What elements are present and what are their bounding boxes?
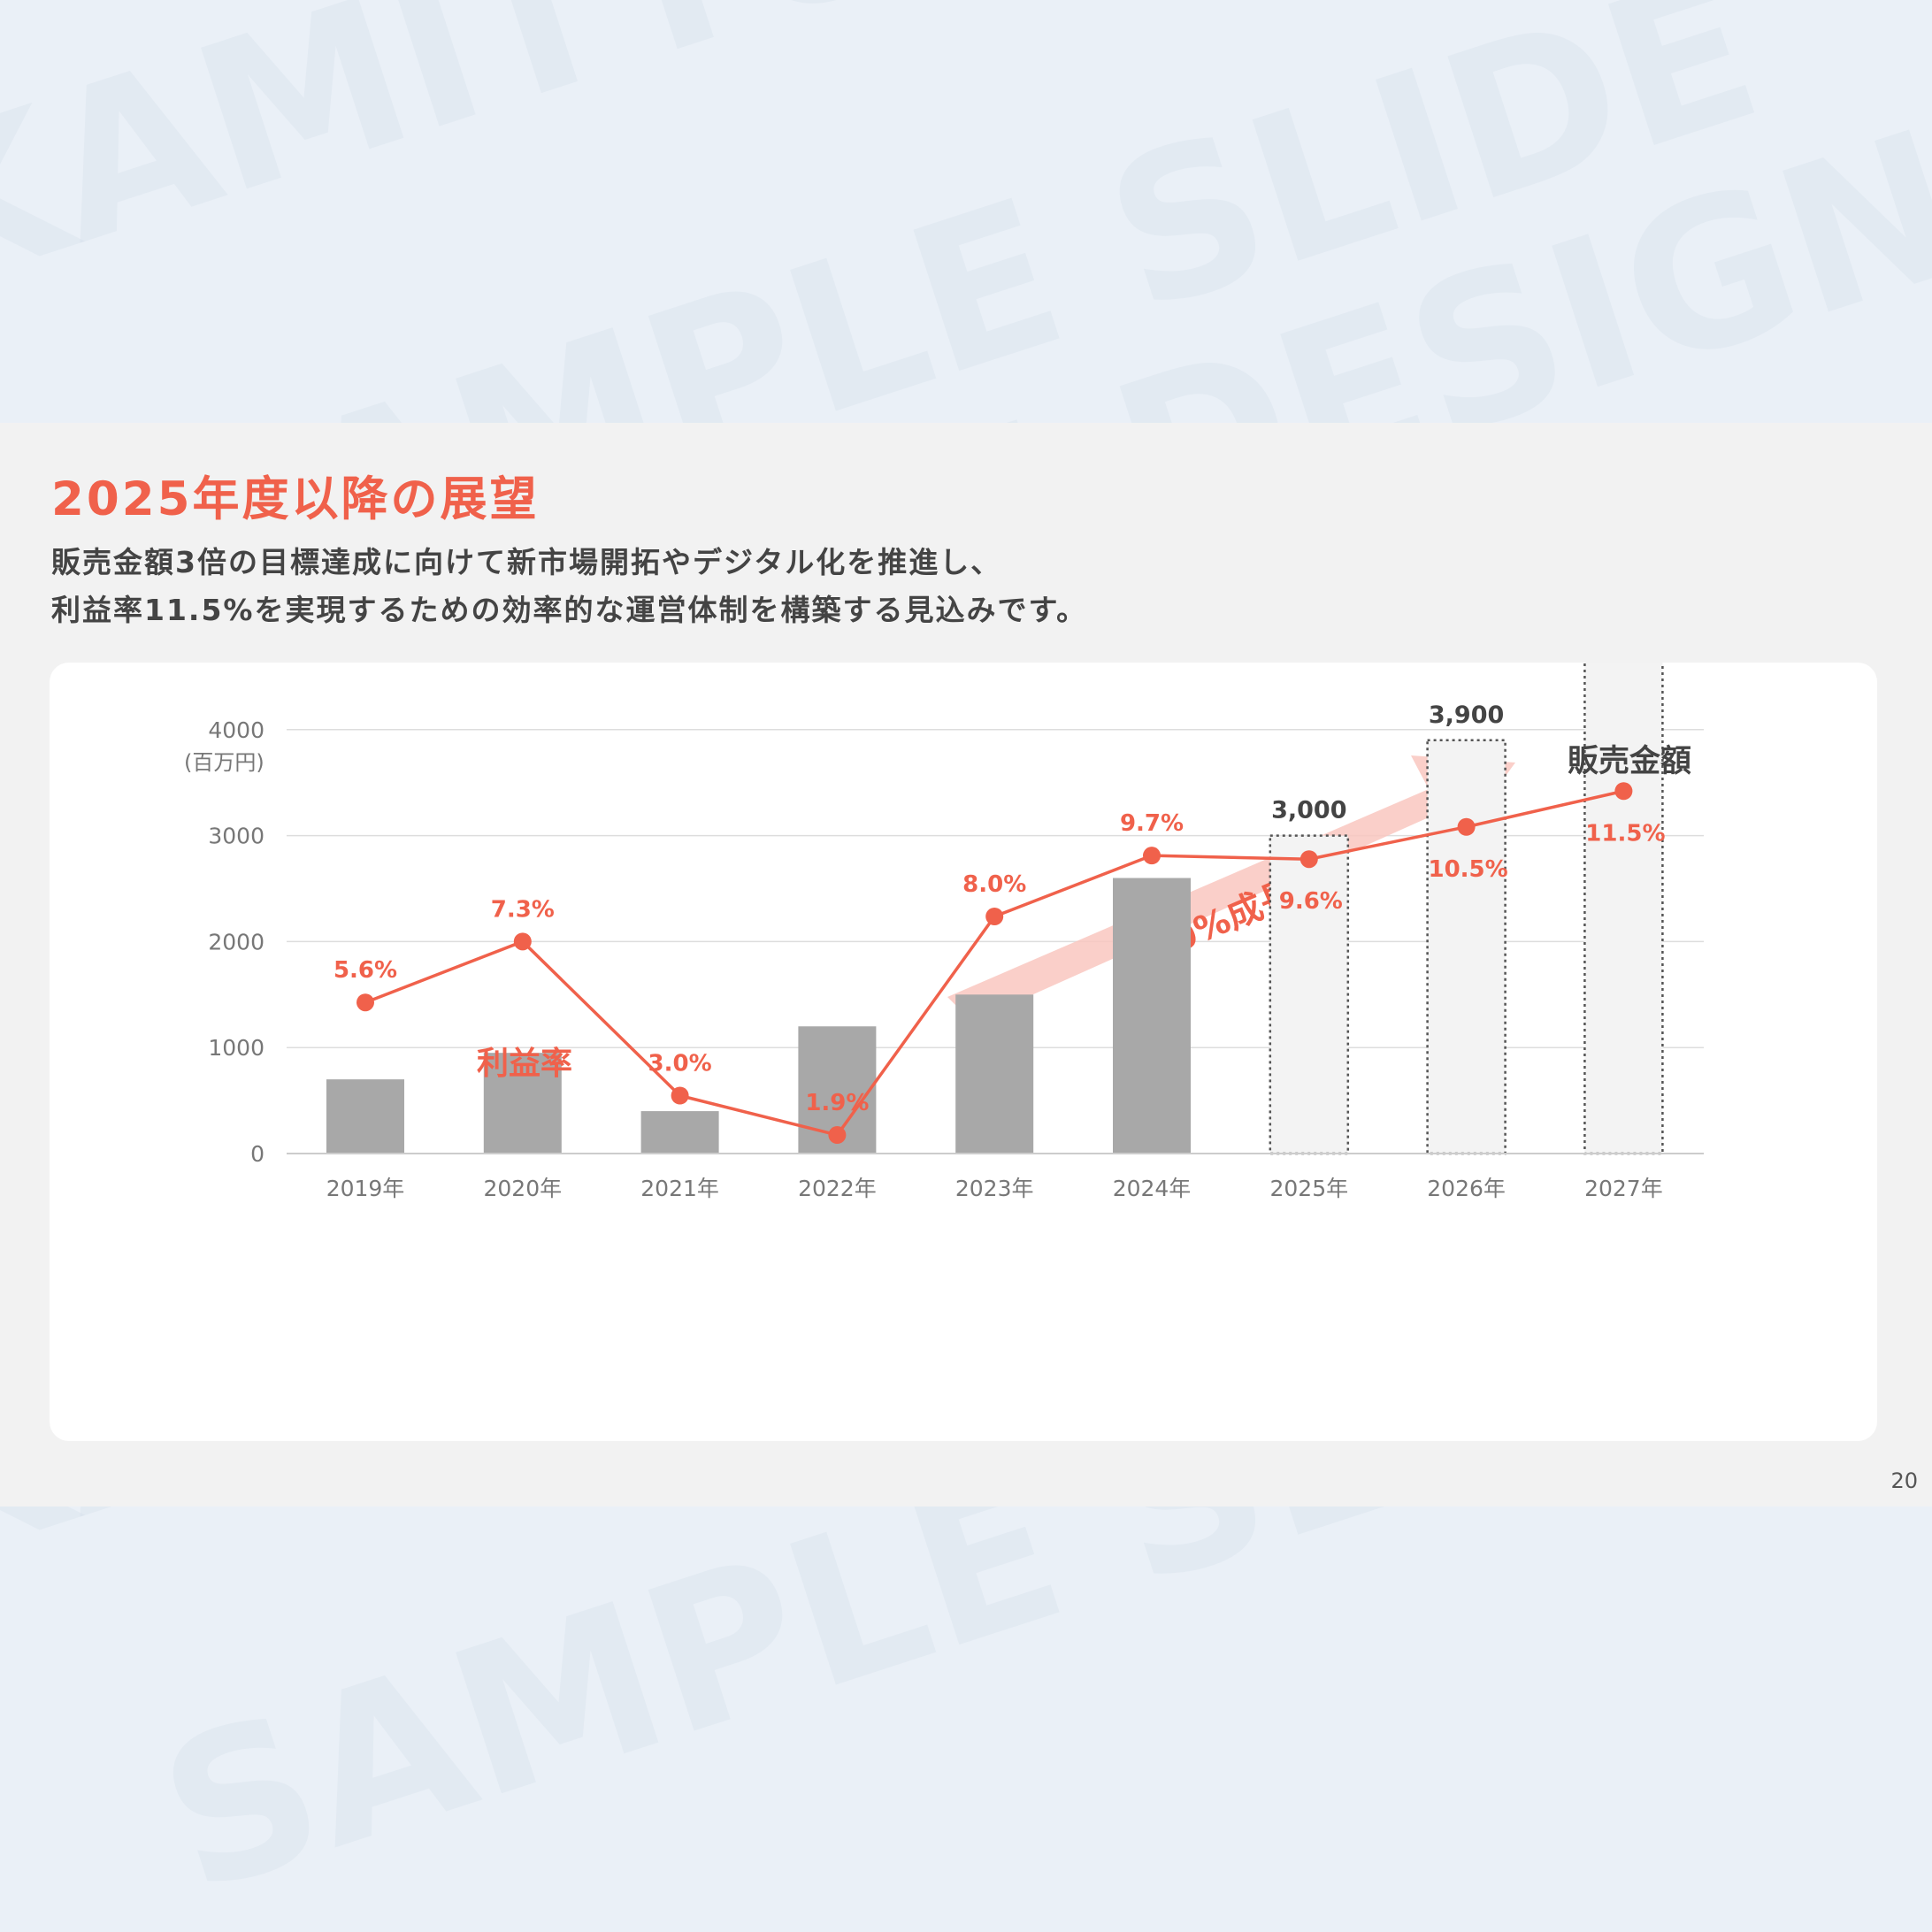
profit-rate-label: 5.6% bbox=[334, 957, 397, 984]
slide-title: 2025年度以降の展望 bbox=[51, 472, 540, 526]
x-tick-label: 2019年 bbox=[326, 1176, 405, 1201]
forecast-bar bbox=[1269, 834, 1350, 1155]
bar-value-label: 3,900 bbox=[1429, 702, 1504, 729]
chart-card: (百万円)010002000300040005000200%成長3,0003,9… bbox=[50, 663, 1877, 1441]
x-tick-label: 2024年 bbox=[1113, 1176, 1192, 1201]
forecast-bar bbox=[1583, 663, 1664, 1155]
profit-rate-label: 8.0% bbox=[962, 871, 1026, 898]
y-tick-label: 3000 bbox=[208, 824, 264, 849]
profit-rate-label: 11.5% bbox=[1585, 820, 1665, 847]
growth-arrow bbox=[947, 755, 1515, 1022]
profit-rate-point bbox=[513, 932, 532, 951]
y-axis-unit-label: (百万円) bbox=[184, 750, 264, 775]
x-tick-label: 2022年 bbox=[798, 1176, 877, 1201]
y-tick-label: 2000 bbox=[208, 929, 264, 954]
profit-rate-series-label: 利益率 bbox=[477, 1046, 572, 1082]
forecast-bar bbox=[1426, 739, 1506, 1155]
sales-bar bbox=[955, 994, 1034, 1154]
x-tick-label: 2023年 bbox=[955, 1176, 1034, 1201]
sales-bar bbox=[640, 1111, 719, 1154]
profit-rate-label: 9.6% bbox=[1279, 888, 1343, 915]
sales-bar bbox=[483, 1053, 562, 1154]
profit-rate-point bbox=[828, 1126, 847, 1145]
profit-rate-point bbox=[985, 908, 1004, 925]
sales-bar bbox=[1113, 878, 1191, 1154]
slide-subtitle-line-2: 利益率11.5%を実現するための効率的な運営体制を構築する見込みです。 bbox=[51, 593, 1088, 627]
slide: 2025年度以降の展望 販売金額3倍の目標達成に向けて新市場開拓やデジタル化を推… bbox=[0, 423, 1932, 1506]
profit-rate-label: 10.5% bbox=[1428, 856, 1507, 883]
x-tick-label: 2025年 bbox=[1269, 1176, 1348, 1201]
profit-rate-point bbox=[1457, 817, 1476, 836]
slide-subtitle-line-1: 販売金額3倍の目標達成に向けて新市場開拓やデジタル化を推進し、 bbox=[51, 545, 1002, 579]
page-number: 20 bbox=[1890, 1468, 1918, 1493]
y-tick-label: 4000 bbox=[208, 717, 264, 743]
watermark-text: KAMITYOU DESIGN bbox=[0, 0, 1932, 338]
profit-rate-point bbox=[671, 1086, 689, 1105]
sales-bar bbox=[326, 1079, 404, 1154]
x-tick-label: 2020年 bbox=[483, 1176, 562, 1201]
profit-rate-label: 7.3% bbox=[491, 896, 555, 923]
profit-rate-point bbox=[356, 993, 374, 1012]
x-tick-label: 2021年 bbox=[640, 1176, 719, 1201]
x-tick-label: 2027年 bbox=[1584, 1176, 1663, 1201]
y-tick-label: 1000 bbox=[208, 1035, 264, 1061]
y-tick-label: 0 bbox=[250, 1141, 264, 1167]
profit-rate-label: 1.9% bbox=[805, 1090, 869, 1116]
profit-rate-label: 9.7% bbox=[1120, 810, 1184, 837]
x-tick-label: 2026年 bbox=[1427, 1176, 1506, 1201]
bar-value-label: 3,000 bbox=[1271, 797, 1346, 824]
sales-profit-chart: (百万円)010002000300040005000200%成長3,0003,9… bbox=[184, 663, 1704, 1201]
profit-rate-label: 3.0% bbox=[648, 1051, 712, 1077]
profit-rate-point bbox=[1300, 850, 1318, 869]
sales-series-label: 販売金額 bbox=[1568, 743, 1691, 779]
profit-rate-point bbox=[1614, 782, 1633, 801]
profit-rate-point bbox=[1143, 847, 1161, 865]
